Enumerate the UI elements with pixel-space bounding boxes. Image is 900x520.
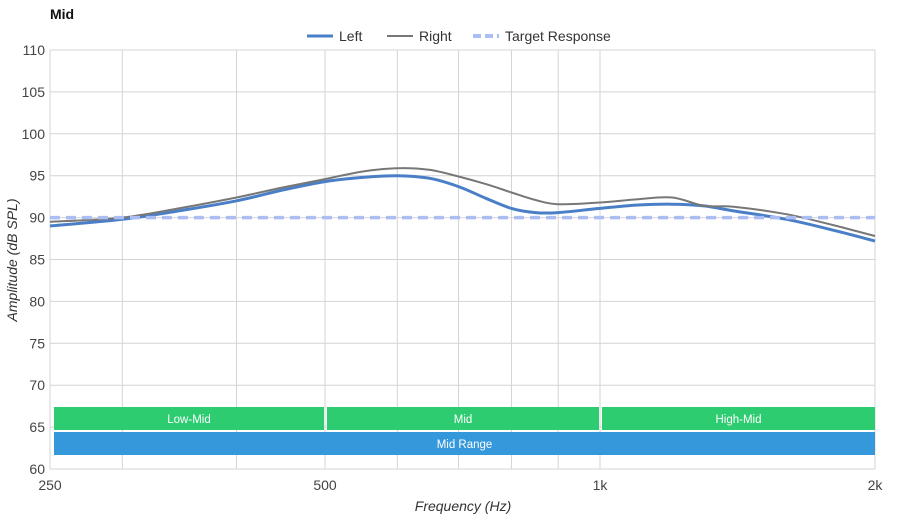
- y-tick-label: 105: [22, 84, 46, 100]
- band-mid-range: [54, 432, 875, 455]
- x-axis-label: Frequency (Hz): [415, 498, 511, 514]
- band-mid: [327, 407, 599, 430]
- y-axis-ticks: 60 65 70 75 80 85 90 95 100 105 110: [22, 42, 46, 477]
- band-high-mid: [602, 407, 875, 430]
- y-tick-label: 95: [29, 168, 45, 184]
- y-tick-label: 110: [23, 42, 46, 58]
- y-tick-label: 85: [29, 252, 45, 268]
- frequency-bands: Low-Mid Mid High-Mid Mid Range: [54, 407, 875, 455]
- x-tick-label: 1k: [593, 477, 609, 493]
- band-label: Mid Range: [437, 439, 493, 451]
- y-axis-label: Amplitude (dB SPL): [4, 199, 20, 323]
- y-tick-label: 60: [29, 461, 45, 477]
- grid: [49, 49, 876, 470]
- band-label: Low-Mid: [167, 414, 210, 426]
- legend: Left Right Target Response: [307, 28, 611, 44]
- legend-label: Left: [339, 28, 362, 44]
- chart-title: Mid: [50, 6, 75, 22]
- legend-label: Target Response: [505, 28, 611, 44]
- y-tick-label: 90: [29, 210, 45, 226]
- series-line-left: [49, 174, 876, 243]
- band-label: High-Mid: [715, 414, 761, 426]
- y-tick-label: 70: [29, 377, 45, 393]
- x-tick-label: 250: [38, 477, 62, 493]
- x-tick-label: 500: [313, 477, 337, 493]
- series-lines: [49, 167, 876, 243]
- y-tick-label: 100: [22, 126, 46, 142]
- y-tick-label: 80: [29, 293, 45, 309]
- band-low-mid: [54, 407, 324, 430]
- y-tick-label: 65: [29, 419, 45, 435]
- x-axis-ticks: 250 500 1k 2k: [38, 477, 883, 493]
- y-tick-label: 75: [29, 335, 45, 351]
- band-label: Mid: [454, 414, 473, 426]
- x-tick-label: 2k: [868, 477, 884, 493]
- legend-label: Right: [419, 28, 452, 44]
- series-line-right: [49, 167, 876, 237]
